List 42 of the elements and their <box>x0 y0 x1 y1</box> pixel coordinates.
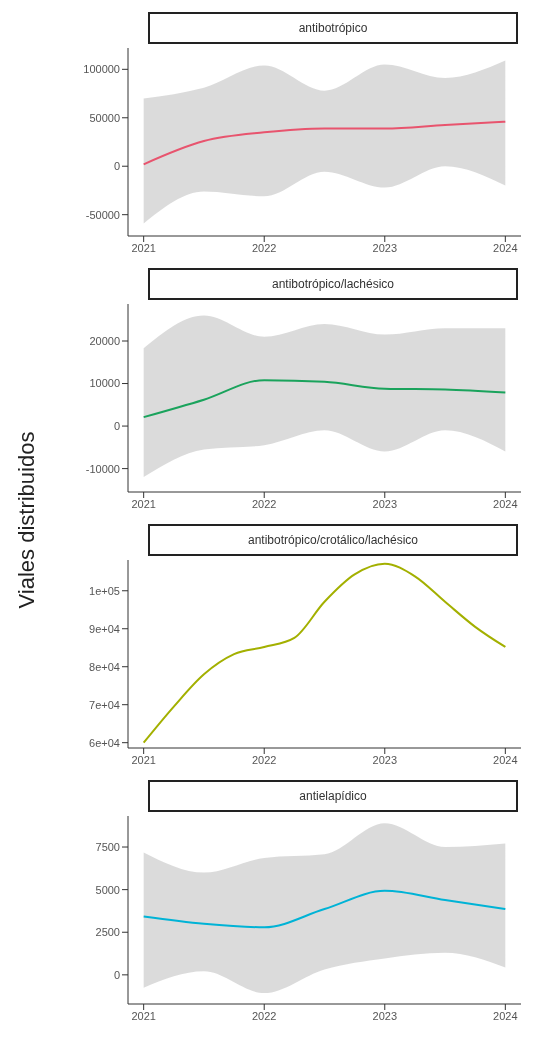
chart-title: antibotrópico <box>148 12 518 44</box>
line-series <box>142 120 507 166</box>
y-tick-label: 7500 <box>95 840 120 853</box>
y-tick-label: 6e+04 <box>89 736 120 749</box>
x-tick-label: 2021 <box>131 241 156 254</box>
y-tick-label: 0 <box>113 968 120 981</box>
x-tick-label: 2022 <box>251 497 277 510</box>
line-series <box>142 379 507 419</box>
y-axis-title: Viales distribuidos <box>14 431 40 609</box>
y-tick-label: 10000 <box>89 377 120 390</box>
chart-title: antibotrópico/crotálico/lachésico <box>148 524 518 556</box>
x-tick-label: 2022 <box>251 753 277 766</box>
y-tick-label: 7e+04 <box>89 698 120 711</box>
x-tick-label: 2024 <box>493 241 518 254</box>
x-tick-label: 2024 <box>493 753 518 766</box>
x-tick-label: 2023 <box>372 1009 398 1022</box>
x-tick-label: 2023 <box>372 497 398 510</box>
y-tick-label: -10000 <box>85 462 120 475</box>
x-tick-label: 2024 <box>493 497 518 510</box>
y-tick-label: 8e+04 <box>89 660 120 673</box>
chart-title: antielapídico <box>148 780 518 812</box>
y-tick-label: 0 <box>113 419 120 432</box>
chart-title: antibotrópico/lachésico <box>148 268 518 300</box>
line-series <box>142 562 507 744</box>
y-tick-label: 5000 <box>95 883 120 896</box>
x-tick-label: 2022 <box>251 1009 277 1022</box>
x-tick-label: 2022 <box>251 241 277 254</box>
y-tick-label: 50000 <box>89 111 120 124</box>
y-tick-label: 20000 <box>89 334 120 347</box>
y-tick-label: 1e+05 <box>89 584 120 597</box>
x-tick-label: 2024 <box>493 1009 518 1022</box>
x-tick-label: 2023 <box>372 241 398 254</box>
y-tick-label: -50000 <box>85 208 120 221</box>
x-tick-label: 2021 <box>131 1009 156 1022</box>
y-tick-label: 9e+04 <box>89 622 120 635</box>
line-series <box>142 889 507 929</box>
x-tick-label: 2021 <box>131 753 156 766</box>
x-tick-label: 2023 <box>372 753 398 766</box>
y-tick-label: 100000 <box>83 63 120 76</box>
x-tick-label: 2021 <box>131 497 156 510</box>
y-tick-label: 2500 <box>95 926 120 939</box>
y-tick-label: 0 <box>113 160 120 173</box>
